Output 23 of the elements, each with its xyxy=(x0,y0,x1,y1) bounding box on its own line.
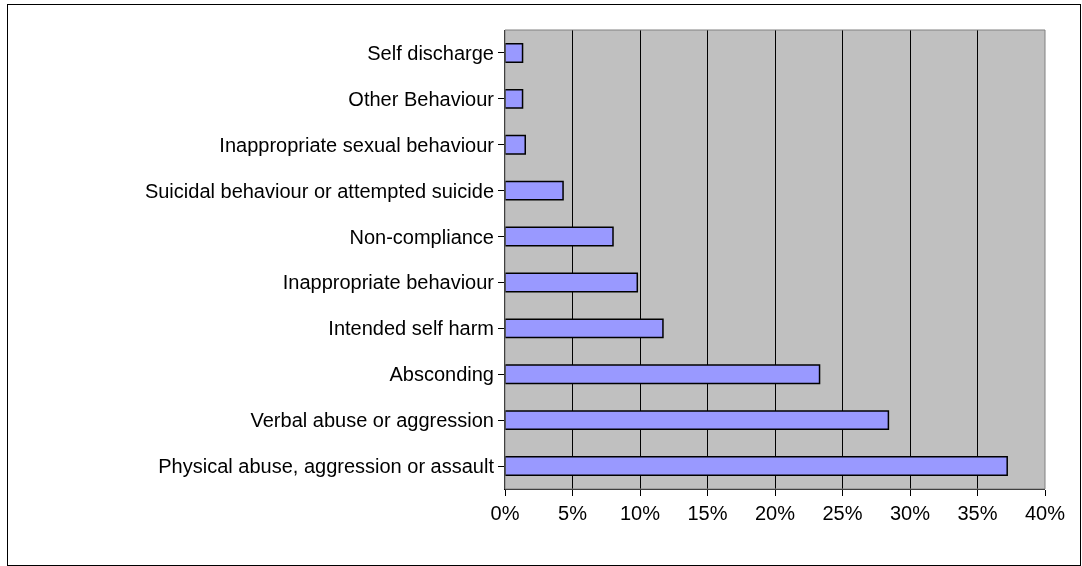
x-tick-label: 20% xyxy=(754,502,796,524)
y-tick-label: Other Behaviour xyxy=(348,87,495,110)
x-tick-label: 10% xyxy=(619,502,661,524)
y-tick-label: Suicidal behaviour or attempted suicide xyxy=(144,179,494,202)
y-tick-label: Physical abuse, aggression or assault xyxy=(158,455,495,478)
x-tick-label: 30% xyxy=(889,502,931,524)
y-tick-label: Self discharge xyxy=(367,41,494,64)
y-tick-label: Inappropriate sexual behaviour xyxy=(219,133,495,156)
y-tick-label: Inappropriate behaviour xyxy=(282,271,495,294)
y-tick-label: Verbal abuse or aggression xyxy=(250,409,494,432)
x-tick-label: 25% xyxy=(822,502,863,524)
bar xyxy=(505,180,564,201)
bar xyxy=(505,88,524,109)
y-tick-label: Intended self harm xyxy=(328,317,494,340)
x-tick-label: 40% xyxy=(1024,502,1066,524)
x-tick-label: 5% xyxy=(558,502,588,524)
bar xyxy=(505,134,526,155)
x-tick-label: 0% xyxy=(490,502,520,524)
bar xyxy=(505,43,524,63)
x-tick-label: 15% xyxy=(687,502,728,524)
y-tick-label: Absconding xyxy=(389,363,494,386)
x-tick-label: 35% xyxy=(957,502,998,524)
y-tick-label: Non-compliance xyxy=(349,225,494,248)
